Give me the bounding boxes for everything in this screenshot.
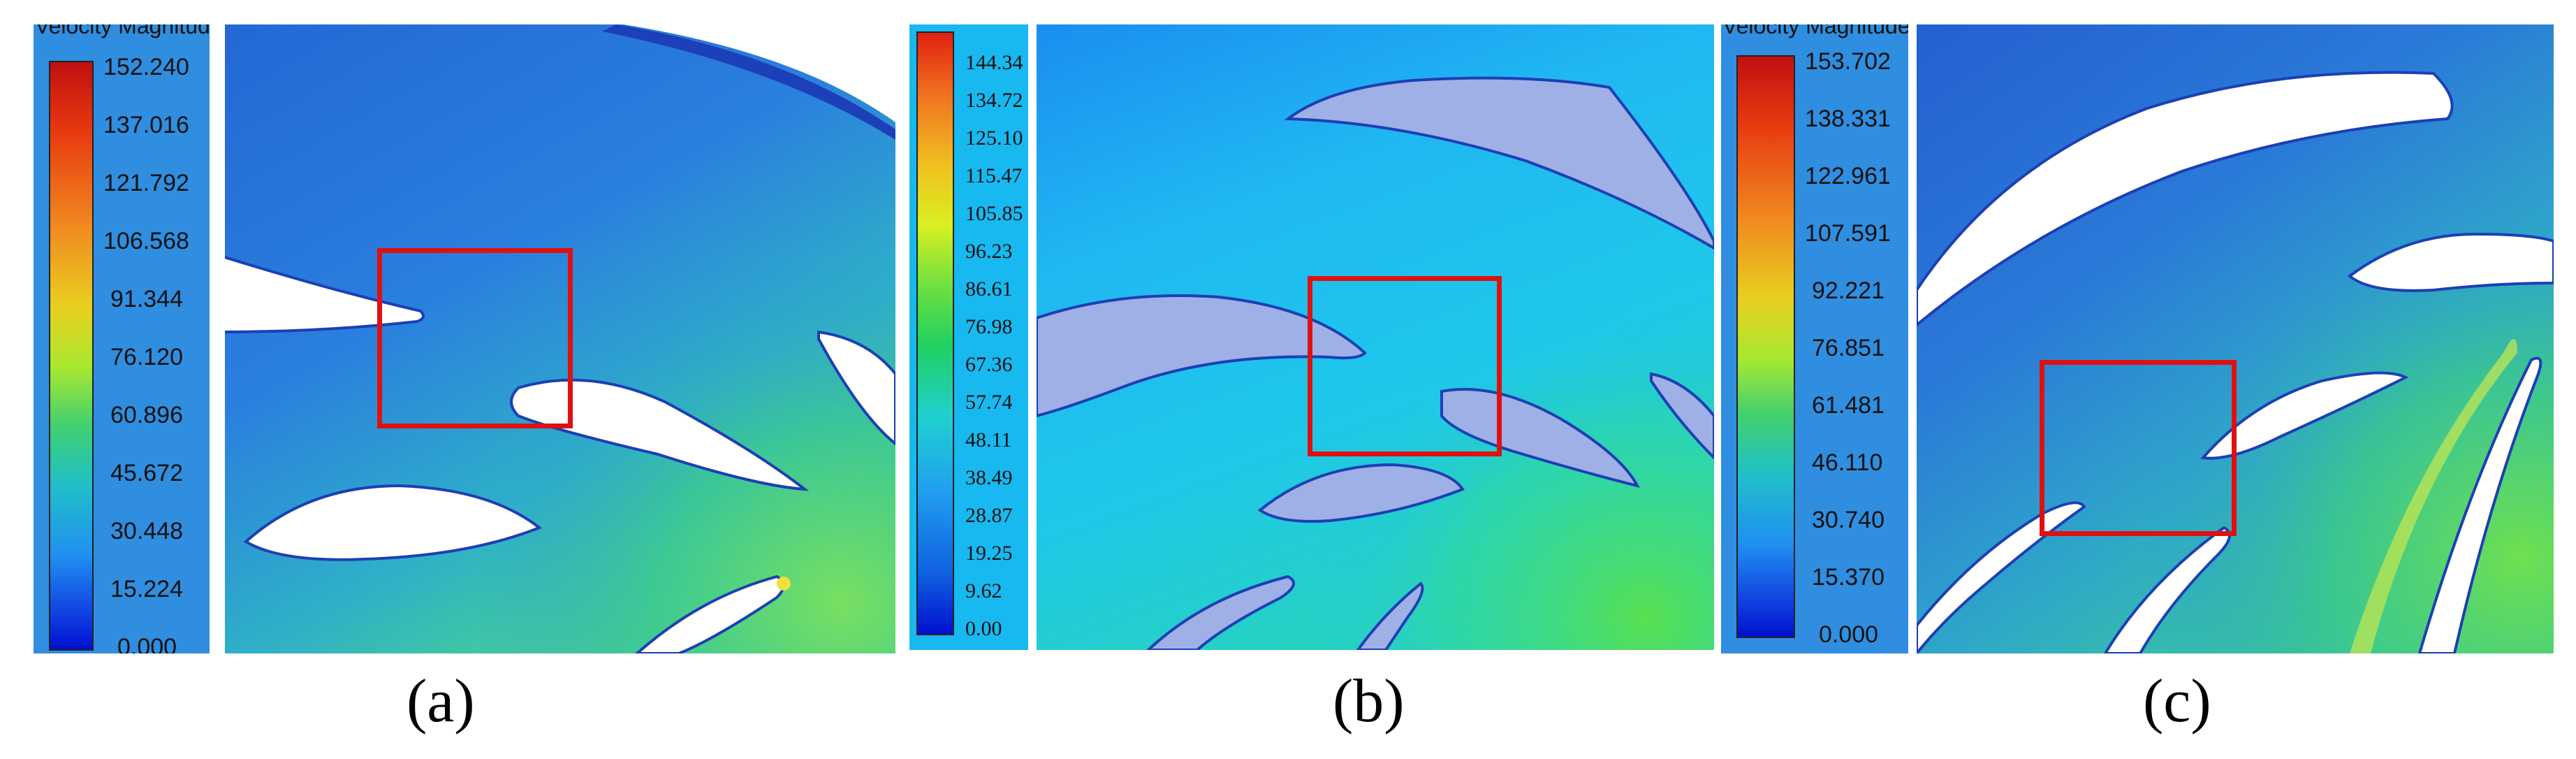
legend-c-tick: 30.740 bbox=[1812, 507, 1885, 533]
legend-c-tick: 61.481 bbox=[1812, 392, 1885, 419]
legend-c-tick: 46.110 bbox=[1812, 449, 1883, 476]
legend-b-tick: 48.11 bbox=[965, 428, 1012, 451]
legend-b-tick: 144.34 bbox=[965, 51, 1023, 74]
legend-b-tick: 134.72 bbox=[965, 89, 1023, 112]
legend-b-tick: 28.87 bbox=[965, 504, 1013, 527]
legend-c-title: Velocity Magnitude bbox=[1722, 24, 1908, 38]
highlight-box-a bbox=[377, 248, 573, 428]
legend-a-tick: 0.000 bbox=[117, 634, 177, 653]
legend-c-tick: 122.961 bbox=[1805, 163, 1891, 189]
legend-c-tick: 138.331 bbox=[1805, 106, 1891, 132]
legend-b-tick: 96.23 bbox=[965, 240, 1013, 263]
highlight-box-c bbox=[2040, 360, 2237, 536]
legend-c-tick: 92.221 bbox=[1812, 277, 1885, 304]
legend-c-colorbar bbox=[1736, 55, 1795, 638]
velocity-field-c bbox=[1917, 24, 2554, 653]
legend-a-tick: 152.240 bbox=[103, 54, 189, 80]
caption-c: (c) bbox=[2143, 667, 2211, 735]
velocity-field-b bbox=[1037, 24, 1714, 650]
legend-b-tick: 9.62 bbox=[965, 579, 1002, 602]
legend-a-tick: 91.344 bbox=[110, 286, 183, 312]
legend-c: Velocity Magnitude 153.702 138.331 122.9… bbox=[1721, 24, 1908, 653]
legend-b: 144.34 134.72 125.10 115.47 105.85 96.23… bbox=[909, 24, 1028, 650]
legend-c-tick: 15.370 bbox=[1812, 564, 1885, 591]
legend-c-tick: 76.851 bbox=[1812, 335, 1885, 361]
legend-b-tick: 115.47 bbox=[965, 164, 1023, 187]
caption-b: (b) bbox=[1333, 667, 1405, 735]
legend-c-tick: 0.000 bbox=[1819, 621, 1879, 648]
legend-b-tick: 125.10 bbox=[965, 127, 1023, 150]
legend-b-tick: 67.36 bbox=[965, 353, 1013, 376]
legend-c-tick: 107.591 bbox=[1805, 220, 1891, 247]
legend-b-tick: 38.49 bbox=[965, 466, 1013, 489]
legend-b-tick: 0.00 bbox=[965, 617, 1002, 640]
highlight-box-b bbox=[1308, 276, 1502, 456]
legend-a-title: Velocity Magnitude bbox=[35, 24, 210, 38]
legend-c-tick: 153.702 bbox=[1805, 48, 1891, 75]
legend-a-tick: 45.672 bbox=[110, 460, 183, 486]
legend-b-tick: 76.98 bbox=[965, 315, 1013, 338]
legend-a: Velocity Magnitude 152.240 137.016 121.7… bbox=[34, 24, 210, 653]
legend-a-tick: 30.448 bbox=[110, 518, 183, 544]
legend-b-colorbar bbox=[916, 31, 954, 635]
legend-a-colorbar bbox=[49, 61, 94, 651]
legend-a-tick: 76.120 bbox=[110, 344, 183, 370]
legend-a-tick: 137.016 bbox=[103, 112, 189, 138]
legend-a-tick: 60.896 bbox=[110, 402, 183, 428]
velocity-field-a bbox=[225, 24, 895, 653]
legend-b-tick: 105.85 bbox=[965, 202, 1023, 225]
legend-a-tick: 121.792 bbox=[103, 170, 189, 196]
legend-b-tick: 19.25 bbox=[965, 542, 1013, 565]
legend-b-tick: 57.74 bbox=[965, 391, 1013, 414]
legend-a-tick: 106.568 bbox=[103, 228, 189, 254]
legend-a-tick: 15.224 bbox=[110, 576, 183, 602]
caption-a: (a) bbox=[407, 667, 475, 735]
legend-b-tick: 86.61 bbox=[965, 277, 1013, 301]
